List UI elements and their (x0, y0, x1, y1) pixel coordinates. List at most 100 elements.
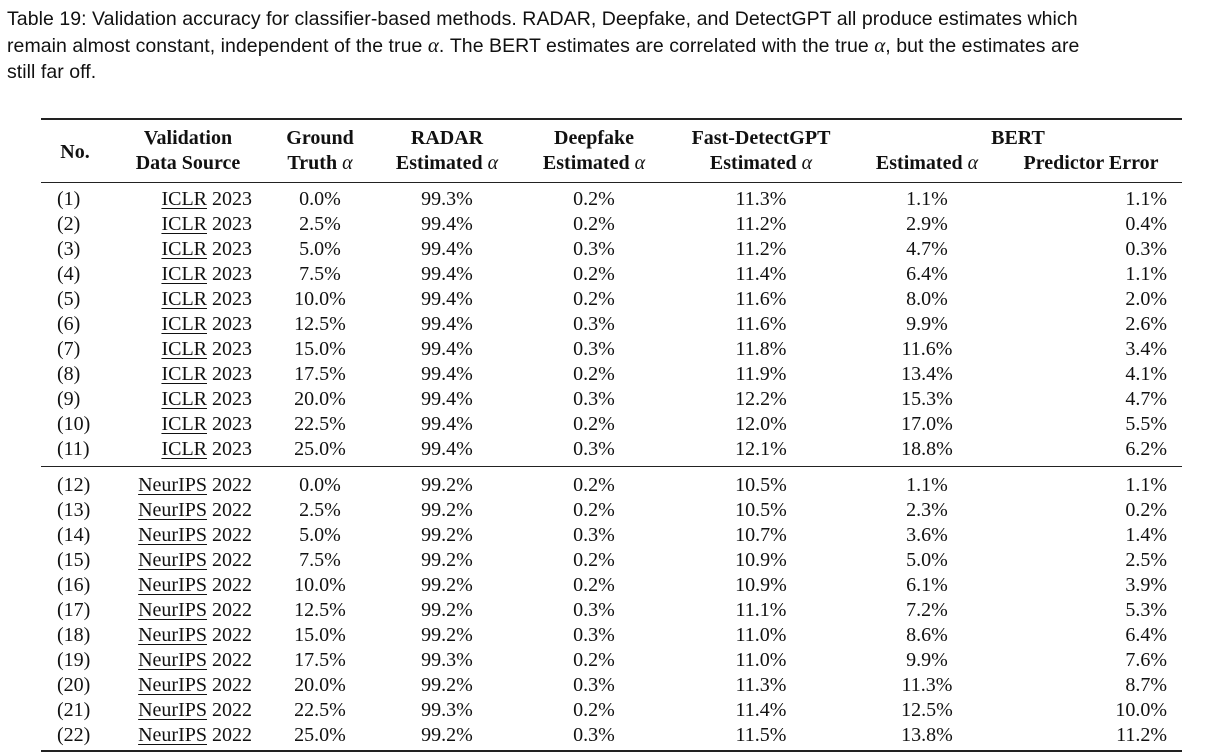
table-row: (7) ICLR 2023 15.0% 99.4% 0.3% 11.8% 11.… (0, 337, 1230, 362)
fast-detectgpt-value: 12.1% (735, 438, 787, 460)
ground-truth-value: 15.0% (294, 624, 346, 646)
bert-estimated-value: 4.7% (906, 238, 948, 260)
source-venue: ICLR (161, 188, 207, 210)
row-number: (18) (57, 624, 91, 646)
deepfake-value: 0.2% (573, 649, 615, 671)
fast-detectgpt-value: 11.8% (735, 338, 787, 360)
row-number: (9) (57, 388, 81, 410)
header-source-line1: Validation (143, 127, 233, 149)
deepfake-value: 0.3% (573, 313, 615, 335)
row-number: (20) (57, 674, 91, 696)
source-year: 2023 (207, 338, 252, 360)
radar-value: 99.4% (421, 338, 473, 360)
ground-truth-value: 12.5% (294, 599, 346, 621)
table-row: (10) ICLR 2023 22.5% 99.4% 0.2% 12.0% 17… (0, 412, 1230, 437)
source-year: 2022 (207, 724, 252, 746)
caption-text-c: , but the estimates are (885, 35, 1080, 57)
source-year: 2022 (207, 674, 252, 696)
fast-detectgpt-value: 11.3% (735, 674, 787, 696)
radar-value: 99.2% (421, 624, 473, 646)
row-number: (12) (57, 474, 91, 496)
row-number: (17) (57, 599, 91, 621)
data-source: NeurIPS 2022 (138, 673, 252, 698)
header-bert-estimated: Estimated α (876, 151, 978, 175)
source-venue: ICLR (161, 313, 207, 335)
table-row: (19) NeurIPS 2022 17.5% 99.3% 0.2% 11.0%… (0, 648, 1230, 673)
radar-value: 99.4% (421, 413, 473, 435)
header-bert-group: BERT (991, 127, 1045, 149)
bert-estimated-value: 1.1% (906, 188, 948, 210)
source-year: 2022 (207, 474, 252, 496)
bert-error-value: 1.1% (1125, 188, 1167, 210)
ground-truth-value: 0.0% (299, 188, 341, 210)
source-venue: ICLR (161, 263, 207, 285)
source-venue: ICLR (161, 388, 207, 410)
bert-estimated-value: 3.6% (906, 524, 948, 546)
fast-detectgpt-value: 11.2% (735, 213, 787, 235)
source-venue: ICLR (161, 288, 207, 310)
table-row: (1) ICLR 2023 0.0% 99.3% 0.2% 11.3% 1.1%… (0, 187, 1230, 212)
radar-value: 99.3% (421, 699, 473, 721)
alpha-symbol: α (487, 152, 499, 174)
radar-value: 99.2% (421, 724, 473, 746)
ground-truth-value: 17.5% (294, 363, 346, 385)
source-year: 2022 (207, 624, 252, 646)
fast-detectgpt-value: 11.6% (735, 313, 787, 335)
source-year: 2022 (207, 524, 252, 546)
radar-value: 99.2% (421, 474, 473, 496)
data-source: ICLR 2023 (161, 187, 252, 212)
ground-truth-value: 25.0% (294, 438, 346, 460)
source-year: 2023 (207, 288, 252, 310)
source-year: 2023 (207, 363, 252, 385)
row-number: (19) (57, 649, 91, 671)
source-year: 2023 (207, 238, 252, 260)
ground-truth-value: 12.5% (294, 313, 346, 335)
ground-truth-value: 2.5% (299, 499, 341, 521)
bert-error-value: 7.6% (1125, 649, 1167, 671)
radar-value: 99.3% (421, 649, 473, 671)
radar-value: 99.2% (421, 574, 473, 596)
bert-estimated-value: 17.0% (901, 413, 953, 435)
source-year: 2022 (207, 599, 252, 621)
row-number: (5) (57, 288, 81, 310)
deepfake-value: 0.3% (573, 238, 615, 260)
fast-detectgpt-value: 10.7% (735, 524, 787, 546)
data-source: ICLR 2023 (161, 387, 252, 412)
alpha-symbol: α (967, 152, 979, 174)
radar-value: 99.2% (421, 599, 473, 621)
bert-error-value: 3.9% (1125, 574, 1167, 596)
table-bottom-rule (41, 750, 1182, 752)
radar-value: 99.4% (421, 438, 473, 460)
table-row: (22) NeurIPS 2022 25.0% 99.2% 0.3% 11.5%… (0, 723, 1230, 748)
bert-error-value: 8.7% (1125, 674, 1167, 696)
data-source: ICLR 2023 (161, 412, 252, 437)
data-source: NeurIPS 2022 (138, 598, 252, 623)
source-year: 2022 (207, 549, 252, 571)
ground-truth-value: 22.5% (294, 699, 346, 721)
table-top-rule (41, 118, 1182, 120)
row-number: (3) (57, 238, 81, 260)
ground-truth-value: 25.0% (294, 724, 346, 746)
deepfake-value: 0.2% (573, 288, 615, 310)
ground-truth-value: 0.0% (299, 474, 341, 496)
data-source: ICLR 2023 (161, 237, 252, 262)
source-venue: ICLR (161, 338, 207, 360)
header-gt-line1: Ground (286, 127, 354, 149)
source-year: 2023 (207, 313, 252, 335)
header-no: No. (60, 141, 90, 163)
bert-estimated-value: 11.6% (901, 338, 953, 360)
table-row: (5) ICLR 2023 10.0% 99.4% 0.2% 11.6% 8.0… (0, 287, 1230, 312)
data-source: ICLR 2023 (161, 312, 252, 337)
source-venue: NeurIPS (138, 624, 207, 646)
bert-estimated-value: 18.8% (901, 438, 953, 460)
table-row: (8) ICLR 2023 17.5% 99.4% 0.2% 11.9% 13.… (0, 362, 1230, 387)
row-number: (6) (57, 313, 81, 335)
bert-error-value: 6.4% (1125, 624, 1167, 646)
caption-line-2: remain almost constant, independent of t… (7, 32, 1225, 59)
fast-detectgpt-value: 12.2% (735, 388, 787, 410)
bert-estimated-value: 6.4% (906, 263, 948, 285)
table-row: (18) NeurIPS 2022 15.0% 99.2% 0.3% 11.0%… (0, 623, 1230, 648)
deepfake-value: 0.3% (573, 338, 615, 360)
bert-error-value: 2.5% (1125, 549, 1167, 571)
bert-error-value: 4.1% (1125, 363, 1167, 385)
